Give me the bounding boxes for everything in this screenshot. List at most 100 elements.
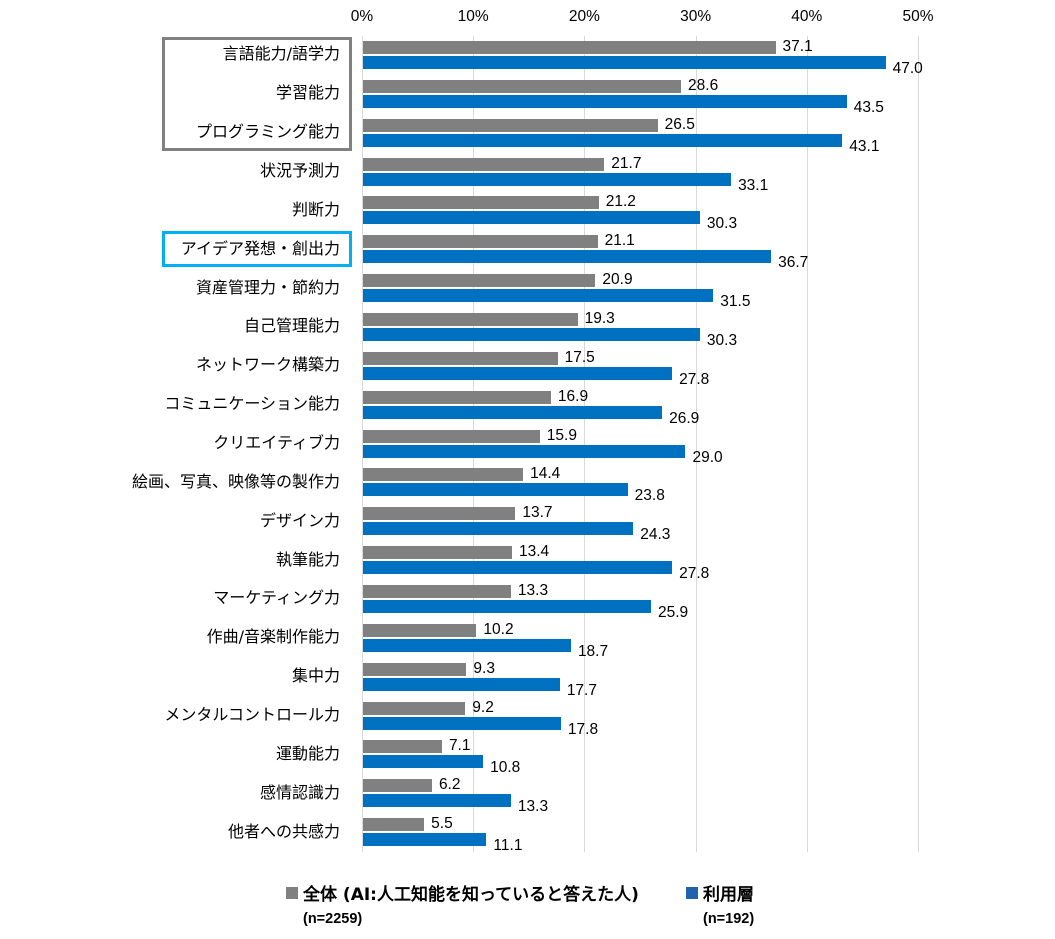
bar-total[interactable] (363, 662, 467, 676)
bar-value-label: 10.2 (483, 620, 514, 638)
bar-value-label: 29.0 (692, 448, 723, 466)
bar-value-label: 9.3 (473, 659, 495, 677)
bar-users[interactable] (363, 600, 651, 613)
bar-users[interactable] (363, 94, 847, 108)
bar-users[interactable] (363, 677, 560, 691)
bar-users[interactable] (363, 289, 714, 303)
legend-sample-size: (n=2259) (303, 911, 363, 927)
bar-users[interactable] (363, 483, 628, 497)
bar-value-label: 6.2 (438, 776, 461, 794)
category-label: 状況予測力 (259, 161, 340, 180)
bar-users[interactable] (363, 833, 487, 847)
category-label: アイデア発想・創出力 (180, 238, 340, 258)
bar-value-label: 23.8 (634, 487, 665, 505)
category-label: コミュニケーション能力 (164, 394, 340, 414)
bar-value-label: 27.8 (679, 565, 710, 583)
bar-total[interactable] (363, 274, 596, 288)
bar-total[interactable] (363, 546, 512, 560)
x-axis-tick-20: 20% (568, 8, 600, 25)
bar-value-label: 27.8 (679, 370, 710, 388)
bar-users[interactable] (363, 405, 663, 419)
bar-value-label: 21.7 (611, 154, 642, 172)
category-label: 自己管理能力 (243, 316, 340, 336)
bar-total[interactable] (363, 585, 511, 598)
gridline-10 (473, 36, 475, 852)
bar-value-label: 17.5 (564, 348, 595, 366)
bar-value-label: 13.4 (519, 543, 550, 561)
users-swatch-icon (686, 886, 698, 899)
bar-value-label: 24.3 (640, 526, 671, 544)
bar-value-label: 16.9 (557, 387, 589, 405)
bar-value-label: 21.1 (604, 232, 635, 250)
category-label: マーケティング力 (213, 588, 340, 608)
bar-users[interactable] (363, 716, 561, 730)
bar-total[interactable] (363, 118, 658, 132)
bar-value-label: 43.1 (849, 137, 880, 155)
category-label: メンタルコントロール力 (164, 705, 340, 724)
bar-users[interactable] (363, 366, 673, 380)
bar-value-label: 31.5 (720, 293, 751, 311)
bar-group: 19.3 30.3 (362, 310, 918, 350)
category-label: ネットワーク構築力 (195, 355, 340, 375)
bar-group: 21.2 30.3 (362, 193, 918, 233)
x-axis-tick-0: 0% (350, 8, 374, 25)
bar-total[interactable] (363, 701, 466, 715)
bar-value-label: 43.5 (853, 98, 884, 116)
bar-users[interactable] (363, 561, 673, 575)
gridline-50 (918, 36, 919, 852)
bar-total[interactable] (363, 740, 442, 754)
bar-group: 37.1 47.0 (362, 38, 923, 78)
category-label: プログラミング能力 (195, 122, 340, 142)
bar-value-label: 26.9 (669, 409, 700, 427)
bar-total[interactable] (363, 351, 558, 365)
bar-users[interactable] (363, 211, 700, 225)
legend-item[interactable]: 全体 (AI:人工知能を知っていると答えた人) (n=2259) (286, 880, 639, 927)
bar-total[interactable] (363, 507, 516, 521)
x-axis-tick-40: 40% (791, 8, 823, 25)
bar-total[interactable] (363, 235, 598, 249)
bar-group: 26.5 43.1 (362, 116, 918, 156)
category-label: 判断力 (291, 199, 340, 219)
bar-users[interactable] (363, 794, 511, 808)
bar-value-label: 10.8 (490, 759, 521, 777)
bar-users[interactable] (363, 250, 772, 264)
bar-total[interactable] (363, 313, 578, 326)
bar-total[interactable] (363, 779, 432, 793)
bar-total[interactable] (363, 390, 551, 404)
bar-users[interactable] (363, 522, 634, 536)
bar-users[interactable] (363, 444, 686, 458)
bar-group: 17.5 27.8 (362, 349, 918, 389)
bar-group: 6.2 13.3 (362, 776, 918, 816)
bar-users[interactable] (363, 172, 732, 186)
bar-users[interactable] (363, 755, 484, 769)
bar-value-label: 5.5 (431, 815, 453, 833)
bar-value-label: 17.8 (567, 720, 599, 738)
category-label: 作曲/音楽制作能力 (206, 627, 340, 647)
bar-group: 9.2 17.8 (362, 699, 918, 739)
bar-group: 9.3 17.7 (362, 660, 918, 700)
bar-users[interactable] (363, 328, 700, 341)
bar-total[interactable] (363, 818, 425, 832)
bar-total[interactable] (363, 429, 540, 443)
gridline-20 (584, 36, 586, 852)
bar-value-label: 21.2 (605, 193, 636, 211)
bar-users[interactable] (363, 638, 571, 652)
bar-total[interactable] (363, 79, 682, 93)
bar-total[interactable] (363, 623, 477, 637)
bar-value-label: 30.3 (706, 215, 738, 233)
bar-group: 21.1 36.7 (362, 232, 918, 272)
bar-group: 10.2 18.7 (362, 621, 918, 661)
legend-sample-size: (n=192) (703, 911, 755, 927)
bar-total[interactable] (363, 196, 599, 210)
bar-total[interactable] (363, 157, 605, 171)
category-label: 資産管理力・節約力 (195, 277, 340, 297)
bar-users[interactable] (363, 56, 886, 69)
bar-value-label: 9.2 (472, 698, 494, 716)
bar-users[interactable] (363, 133, 843, 147)
bar-value-label: 20.9 (602, 271, 633, 289)
bar-value-label: 47.0 (892, 60, 923, 77)
bar-total[interactable] (363, 41, 776, 54)
category-label: 集中力 (291, 666, 340, 686)
bar-total[interactable] (363, 468, 524, 482)
legend-item[interactable]: 利用層 (n=192) (686, 880, 754, 927)
